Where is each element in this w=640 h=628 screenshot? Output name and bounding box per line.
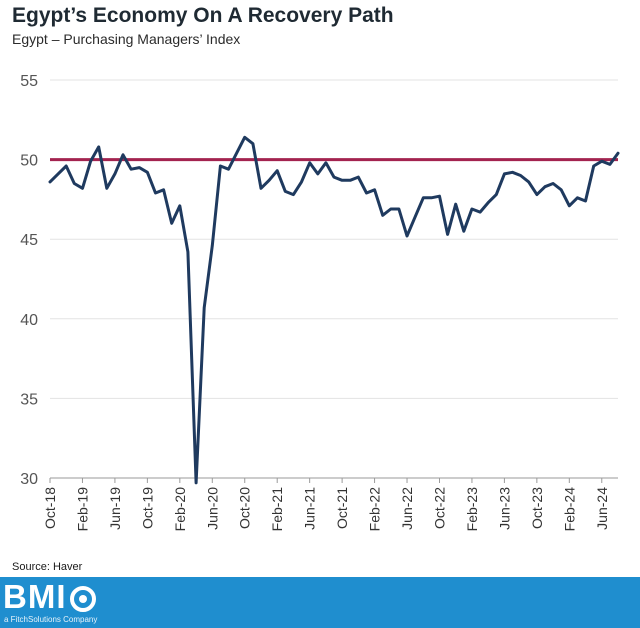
x-tick-label: Feb-21 xyxy=(269,487,285,532)
x-tick-label: Oct-22 xyxy=(431,487,447,529)
y-tick-label: 35 xyxy=(20,391,38,408)
x-tick-label: Jun-21 xyxy=(302,487,318,530)
y-tick-label: 55 xyxy=(20,73,38,90)
x-tick-label: Feb-23 xyxy=(464,487,480,532)
chart-title: Egypt’s Economy On A Recovery Path xyxy=(12,4,394,27)
x-tick-label: Oct-23 xyxy=(529,487,545,529)
x-tick-label: Jun-20 xyxy=(204,487,220,530)
x-tick-label: Oct-21 xyxy=(334,487,350,529)
x-tick-label: Feb-19 xyxy=(74,487,90,532)
pmi-line-chart: 30 35 40 45 50 55 Oct-18 Feb-19 Jun-19 Oct-19 Feb-… xyxy=(20,73,620,532)
source-note: Source: Haver xyxy=(12,561,83,573)
brand-logo: BMI xyxy=(3,578,67,615)
y-tick-label: 50 xyxy=(20,153,38,170)
x-tick-label: Jun-24 xyxy=(594,487,610,530)
chart-subtitle: Egypt – Purchasing Managers’ Index xyxy=(12,31,241,47)
x-tick-label: Feb-24 xyxy=(561,487,577,532)
x-tick-label: Jun-19 xyxy=(107,487,123,530)
x-tick-label: Oct-19 xyxy=(139,487,155,529)
x-tick-label: Feb-20 xyxy=(172,487,188,532)
brand-footer-bar xyxy=(0,577,640,628)
x-tick-label: Jun-22 xyxy=(399,487,415,530)
x-tick-label: Jun-23 xyxy=(496,487,512,530)
y-tick-label: 40 xyxy=(20,312,38,329)
brand-tagline: a FitchSolutions Company xyxy=(4,615,98,624)
y-tick-label: 45 xyxy=(20,232,38,249)
pmi-series-line xyxy=(48,135,620,485)
ring-icon xyxy=(70,586,96,612)
x-tick-label: Oct-20 xyxy=(237,487,253,529)
x-tick-label: Feb-22 xyxy=(367,487,383,532)
y-tick-label: 30 xyxy=(20,471,38,488)
x-tick-label: Oct-18 xyxy=(42,487,58,529)
